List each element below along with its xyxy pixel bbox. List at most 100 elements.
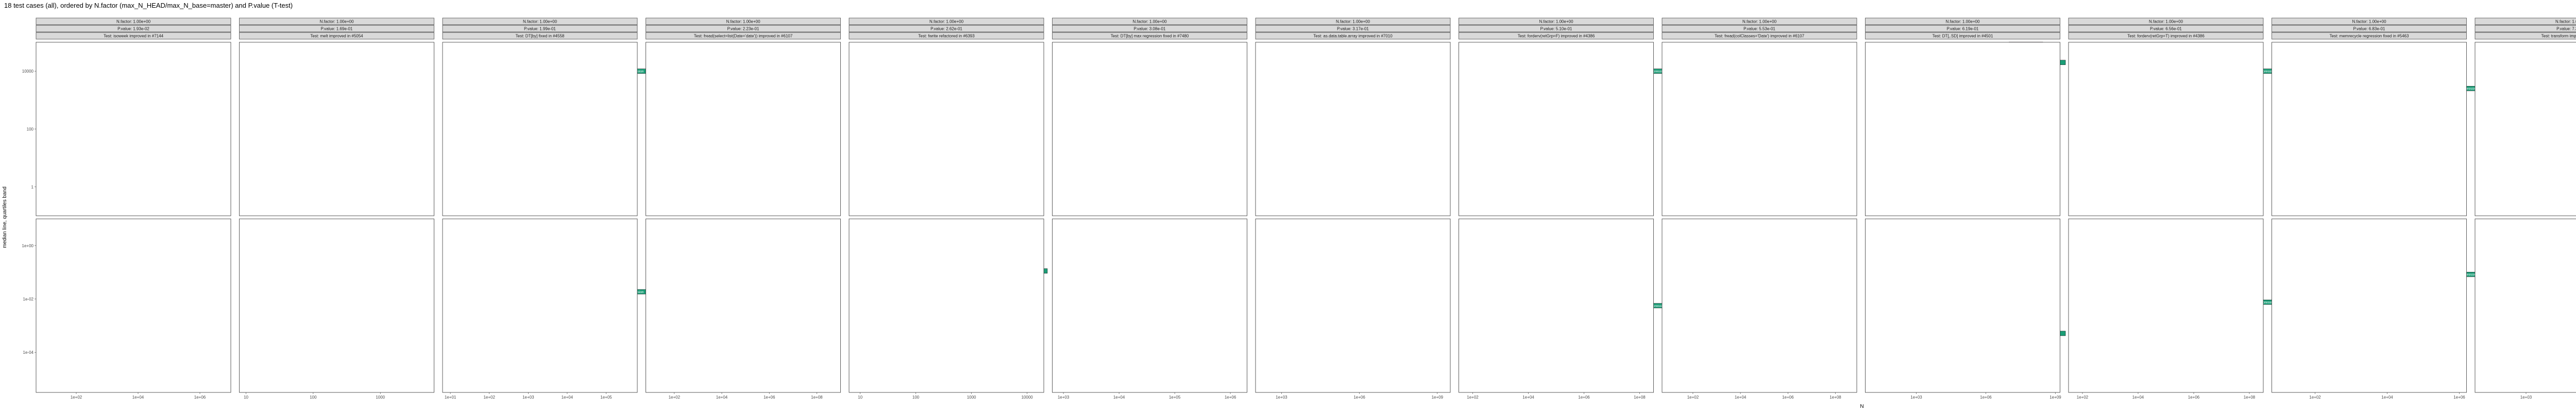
facet-bottom: CRAN=1.17.8SlowSlowerFastbase=masterHEAD… (1865, 218, 2066, 393)
panel-border (2272, 218, 2467, 393)
strip-nfactor-bg (1052, 18, 1247, 25)
strip-test-label: Test: DT[by] fixed in #4558 (516, 34, 565, 39)
strip-test-bg (849, 32, 1044, 40)
panel-border (2475, 218, 2576, 393)
facet-bottom: SlowFastCRAN=1.17.8base=masterHEAD=set_d… (2068, 218, 2281, 393)
panels: N.factor: 1.00e+00 P.value: 1.93e-02 Test:… (22, 18, 2576, 400)
facet-bottom: HEAD=set_delete_subexpressionFastCRAN=1.… (849, 218, 1048, 393)
strip-nfactor-label: N.factor: 1.00e+00 (319, 20, 354, 24)
panel-1: N.factor: 1.00e+00 P.value: 1.93e-02 Test:… (22, 18, 231, 400)
x-tick-label: 1e+09 (2049, 395, 2061, 400)
panel-border (2068, 42, 2264, 216)
strip-test-label: Test: DT[,.SD] improved in #4501 (1933, 34, 1993, 39)
strip-nfactor-label: N.factor: 1.00e+00 (929, 20, 964, 24)
x-tick-label: 1e+02 (483, 395, 495, 400)
x-tick-label: 1e+05 (600, 395, 612, 400)
x-tick-label: 1e+06 (2453, 395, 2465, 400)
panel-border (239, 218, 434, 393)
panel-border (2475, 42, 2576, 216)
strip-nfactor-label: N.factor: 1.00e+00 (1945, 20, 1980, 24)
panel-border (646, 42, 841, 216)
panel-border (2068, 218, 2264, 393)
strip-test-bg (1255, 32, 1451, 40)
facet-top: FastHEAD=set_delete_subexpressionbase=ma… (1255, 42, 1451, 216)
strip-nfactor-bg (1459, 18, 1654, 25)
strip-nfactor-label: N.factor: 1.00e+00 (1336, 20, 1370, 24)
facet-top: FastHEAD=set_delete_subexpressionCRAN=1.… (646, 42, 841, 216)
strip-pvalue-bg (2272, 25, 2467, 32)
strip-test-label: Test: memrecycle regression fixed in #54… (2330, 34, 2409, 39)
facet-top: HEAD=set_delete_subexpressionFasterIOCRA… (1662, 42, 1857, 216)
strip-test-bg (36, 32, 231, 40)
panel-10: N.factor: 1.00e+00 P.value: 6.19e-01 Test:… (1865, 18, 2066, 400)
strip-pvalue-label: P.value: 5.53e-01 (1743, 27, 1775, 31)
strip-nfactor-label: N.factor: 1.00e+00 (1539, 20, 1573, 24)
y-tick-label: 1e-02 (23, 297, 34, 302)
panel-9: N.factor: 1.00e+00 P.value: 5.53e-01 Test:… (1662, 18, 1857, 400)
strip-nfactor-label: N.factor: 1.00e+00 (2555, 20, 2576, 24)
x-tick-label: 1e+04 (1735, 395, 1747, 400)
x-tick-label: 1e+04 (2381, 395, 2393, 400)
panel-border (239, 42, 434, 216)
strip-test-bg (442, 32, 638, 40)
panel-border (1052, 42, 1247, 216)
x-tick-label: 1e+06 (2188, 395, 2200, 400)
strip-test-bg (646, 32, 841, 40)
strip-nfactor-label: N.factor: 1.00e+00 (1132, 20, 1167, 24)
y-tick-label: 10000 (22, 69, 34, 74)
strip-pvalue-bg (2068, 25, 2264, 32)
strip-test-bg (2475, 32, 2576, 40)
strip-test-label: Test: forderv(retGrp=F) improved in #438… (1518, 34, 1595, 39)
panel-2: N.factor: 1.00e+00 P.value: 1.69e-01 Test:… (239, 18, 434, 400)
strip-nfactor-bg (1865, 18, 2060, 25)
strip-pvalue-label: P.value: 5.10e-01 (1540, 27, 1572, 31)
x-tick-label: 1e+04 (132, 395, 144, 400)
strip-pvalue-bg (239, 25, 434, 32)
x-tick-label: 1e+08 (1634, 395, 1646, 400)
x-tick-label: 1e+04 (716, 395, 728, 400)
panel-border (1255, 218, 1451, 393)
facet-top: CRAN=1.17.8HEAD=set_delete_subexpression… (1459, 42, 1671, 216)
strip-pvalue-bg (36, 25, 231, 32)
x-tick-label: 1e+03 (1910, 395, 1922, 400)
strip-pvalue-bg (646, 25, 841, 32)
facet-bottom: FasterIOCRAN=1.17.8Fastbase=masterHEAD=s… (646, 218, 841, 393)
facet-top: 110010000FastHEAD=set_delete_subexpressi… (22, 42, 231, 216)
x-tick-label: 1e+08 (811, 395, 823, 400)
strip-pvalue-label: P.value: 6.56e-01 (2150, 27, 2182, 31)
x-tick-label: 10000 (1021, 395, 1033, 400)
facet-bottom: RegressionCRAN=1.17.8Fastbase=masterHEAD… (1052, 218, 1247, 393)
x-tick-label: 1e+03 (522, 395, 534, 400)
panel-border (1865, 42, 2060, 216)
panel-border (1052, 218, 1247, 393)
facet-bottom: CRAN=1.17.8Fastbase=masterHEAD=set_delet… (442, 218, 649, 393)
x-tick-label: 1000 (967, 395, 976, 400)
strip-nfactor-bg (849, 18, 1044, 25)
x-tick-label: 1e+02 (1467, 395, 1479, 400)
strip-nfactor-label: N.factor: 1.00e+00 (726, 20, 760, 24)
x-tick-label: 1e+03 (1276, 395, 1287, 400)
strip-nfactor-bg (239, 18, 434, 25)
strip-pvalue-label: P.value: 3.17e-01 (1337, 27, 1369, 31)
strip-pvalue-label: P.value: 7.30e-01 (2556, 27, 2576, 31)
panel-12: N.factor: 1.00e+00 P.value: 6.83e-01 Test:… (2272, 18, 2484, 400)
y-tick-label: 1e-04 (23, 350, 34, 355)
strip-pvalue-bg (1052, 25, 1247, 32)
facet-bottom: RegressionHEAD=set_delete_subexpressionb… (2272, 218, 2484, 393)
panel-border (1662, 218, 1857, 393)
x-tick-label: 1e+06 (1225, 395, 1236, 400)
x-tick-label: 1e+01 (445, 395, 456, 400)
x-tick-label: 1e+02 (2309, 395, 2321, 400)
strip-test-label: Test: fread(select=list(Date='date')) im… (694, 34, 793, 39)
panel-11: N.factor: 1.00e+00 P.value: 6.56e-01 Test:… (2068, 18, 2281, 400)
strip-pvalue-label: P.value: 3.08e-01 (1134, 27, 1166, 31)
panel-border (36, 218, 231, 393)
facet-bottom: FastSlowCRAN=1.17.8base=masterHEAD=set_d… (239, 218, 434, 393)
facet-top: FastHEAD=set_delete_subexpressionCRAN=1.… (2475, 42, 2576, 216)
strip-pvalue-bg (1255, 25, 1451, 32)
facet-bottom: SlowFastbase=masterCRAN=1.17.8HEAD=set_d… (2475, 218, 2576, 393)
panel-6: N.factor: 1.00e+00 P.value: 3.08e-01 Test:… (1052, 18, 1247, 400)
x-tick-label: 1e+06 (194, 395, 206, 400)
panel-border (1865, 218, 2060, 393)
strip-nfactor-bg (2475, 18, 2576, 25)
